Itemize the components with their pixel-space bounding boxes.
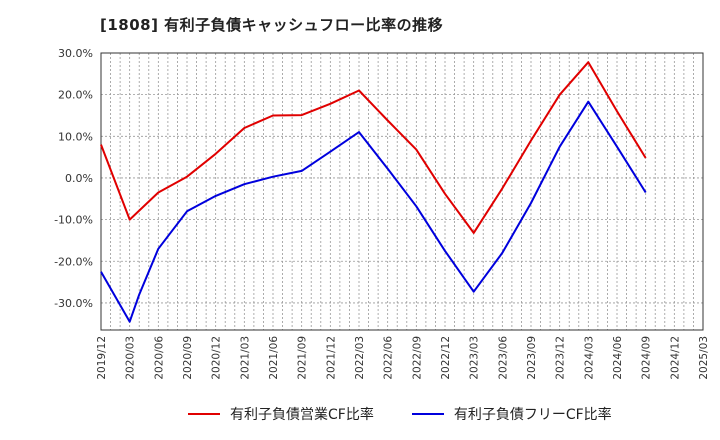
- x-tick-label: 2024/12: [669, 336, 681, 380]
- x-tick-label: 2021/09: [297, 336, 309, 380]
- y-tick-label: -10.0%: [54, 214, 93, 227]
- legend-swatch-blue: [411, 413, 444, 415]
- grid: [101, 52, 703, 330]
- legend-label-operating-cf: 有利子負債営業CF比率: [230, 407, 374, 423]
- y-tick-label: 30.0%: [58, 47, 93, 60]
- x-tick-label: 2024/09: [641, 336, 653, 380]
- x-tick-label: 2021/12: [325, 336, 337, 380]
- x-axis-tick-labels: 2019/12 2020/03 2020/06 2020/09 2020/12 2021/…: [96, 336, 710, 380]
- x-tick-label: 2022/03: [354, 336, 366, 380]
- y-axis-tick-labels: 30.0% 20.0% 10.0% 0.0% -10.0% -20.0% -30.0%: [54, 47, 93, 310]
- x-tick-label: 2020/03: [125, 336, 137, 380]
- x-tick-label: 2023/12: [555, 336, 567, 380]
- x-tick-label: 2019/12: [96, 336, 108, 380]
- x-tick-label: 2022/12: [440, 336, 452, 380]
- x-tick-label: 2023/03: [469, 336, 481, 380]
- x-tick-label: 2022/09: [411, 336, 423, 380]
- x-tick-label: 2022/06: [383, 336, 395, 380]
- x-tick-label: 2023/06: [497, 336, 509, 380]
- x-tick-label: 2021/03: [239, 336, 251, 380]
- legend-swatch-red: [188, 413, 220, 415]
- x-tick-label: 2020/09: [182, 336, 194, 380]
- x-tick-label: 2024/03: [583, 336, 595, 380]
- y-tick-label: 20.0%: [58, 89, 93, 102]
- series-line-0: [100, 61, 647, 234]
- x-tick-label: 2020/06: [153, 336, 165, 380]
- series-line-1: [100, 100, 647, 323]
- x-tick-label: 2020/12: [211, 336, 223, 380]
- legend-label-free-cf: 有利子負債フリーCF比率: [453, 407, 612, 423]
- series-layer: [100, 61, 647, 323]
- x-tick-label: 2024/06: [612, 336, 624, 380]
- y-tick-label: 10.0%: [58, 130, 93, 143]
- y-tick-label: 0.0%: [65, 172, 93, 185]
- legend-item-free-cf: 有利子負債フリーCF比率: [411, 404, 612, 424]
- x-tick-label: 2023/09: [526, 336, 538, 380]
- y-tick-label: -30.0%: [54, 297, 93, 310]
- plot-frame: [100, 52, 704, 331]
- legend-item-operating-cf: 有利子負債営業CF比率: [188, 404, 374, 424]
- x-tick-label: 2025/03: [698, 336, 710, 380]
- chart-title: [1808] 有利子負債キャッシュフロー比率の推移: [100, 16, 444, 34]
- x-tick-label: 2021/06: [268, 336, 280, 380]
- legend: 有利子負債営業CF比率 有利子負債フリーCF比率: [188, 404, 612, 424]
- y-tick-label: -20.0%: [54, 255, 93, 268]
